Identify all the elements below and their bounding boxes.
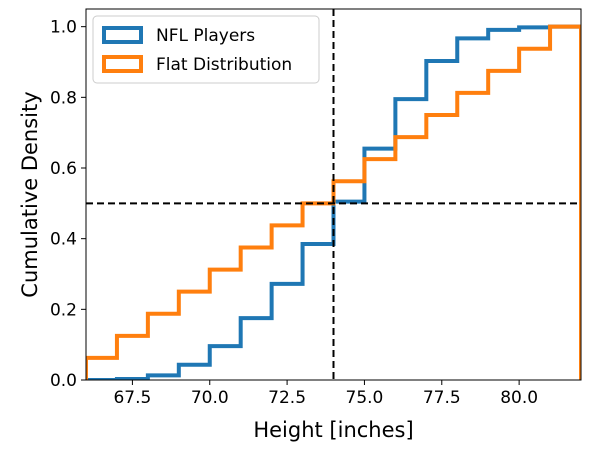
axes-frame bbox=[85, 8, 582, 381]
legend-entry-label: NFL Players bbox=[156, 26, 255, 46]
legend-swatch bbox=[102, 55, 143, 73]
legend-box bbox=[92, 15, 320, 84]
y-tick-label: 0.6 bbox=[50, 159, 77, 179]
x-tick-label: 77.5 bbox=[423, 388, 461, 408]
plot-area bbox=[86, 9, 581, 380]
legend: NFL Players Flat Distribution bbox=[92, 15, 320, 84]
y-tick-label: 1.0 bbox=[50, 18, 77, 38]
x-tick-label: 75.0 bbox=[346, 388, 384, 408]
axes: 67.5 70.0 72.5 75.0 77.5 80.0 0.0 0.2 0.4 0.6 0.8 1… bbox=[50, 8, 582, 408]
series-line-flat-distribution bbox=[86, 24, 581, 380]
legend-swatch bbox=[102, 26, 143, 44]
legend-entry-label: Flat Distribution bbox=[156, 55, 292, 75]
y-tick-label: 0.4 bbox=[50, 230, 77, 250]
x-axis-label: Height [inches] bbox=[253, 418, 413, 442]
x-tick-label: 70.0 bbox=[191, 388, 229, 408]
y-axis-label: Cumulative Density bbox=[18, 91, 42, 297]
y-tick-label: 0.2 bbox=[50, 300, 77, 320]
x-tick-label: 67.5 bbox=[113, 388, 151, 408]
y-tick-label: 0.8 bbox=[50, 88, 77, 108]
y-tick-label: 0.0 bbox=[50, 371, 77, 391]
x-tick-label: 80.0 bbox=[500, 388, 538, 408]
x-tick-label: 72.5 bbox=[268, 388, 306, 408]
